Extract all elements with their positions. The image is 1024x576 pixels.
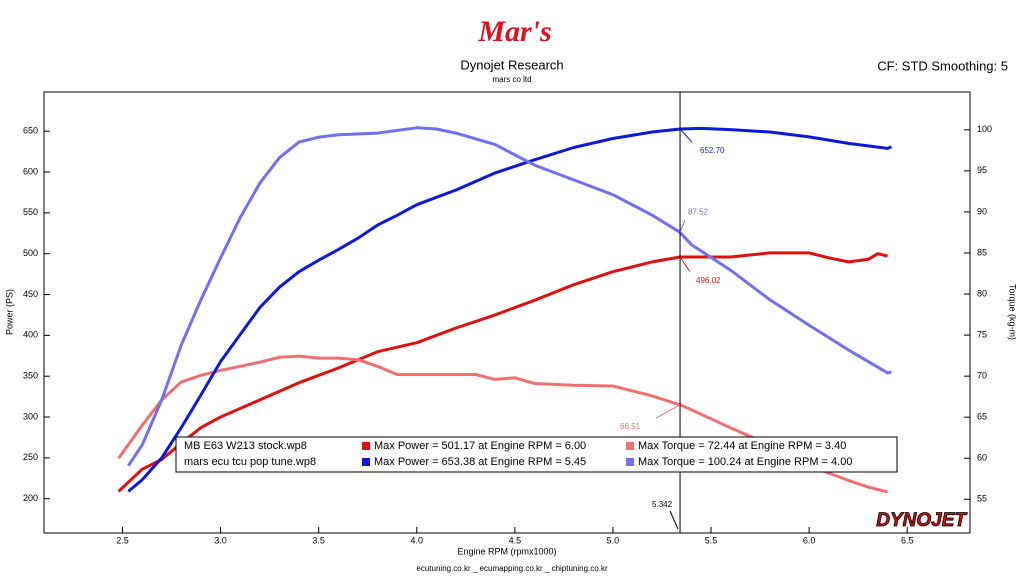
- settings-label: CF: STD Smoothing: 5: [877, 58, 1008, 73]
- y2-tick-label: 80: [977, 288, 987, 298]
- legend-swatch: [362, 458, 370, 466]
- series-line: [117, 251, 888, 493]
- y-tick-label: 650: [23, 126, 38, 136]
- y2-tick-label: 65: [977, 412, 987, 422]
- cursor-readout: 66.51: [620, 422, 641, 431]
- cursor-readout-leader: [655, 404, 681, 419]
- legend-file: mars ecu tcu pop tune.wp8: [184, 456, 316, 468]
- x-tick-label: 2.5: [116, 535, 129, 545]
- cursor-readout-leader: [679, 128, 693, 143]
- legend-swatch: [626, 458, 634, 466]
- x-tick-label: 3.5: [312, 535, 325, 545]
- cursor-label: 5.342: [652, 500, 673, 509]
- cursor-readout: 652.70: [700, 146, 725, 155]
- x-tick-label: 4.0: [410, 535, 423, 545]
- cursor-arrow: [669, 510, 679, 530]
- legend-entry: Max Torque = 72.44 at Engine RPM = 3.40: [638, 440, 846, 452]
- y-tick-label: 500: [23, 248, 38, 258]
- legend-entry: Max Power = 653.38 at Engine RPM = 5.45: [374, 456, 586, 468]
- y2-tick-label: 55: [977, 494, 987, 504]
- series-line: [127, 126, 892, 467]
- x-tick-label: 3.0: [214, 535, 227, 545]
- y-tick-label: 450: [23, 289, 38, 299]
- x-tick-label: 6.5: [901, 535, 914, 545]
- chart-subtitle: mars co ltd: [492, 75, 531, 84]
- y2-tick-label: 85: [977, 247, 987, 257]
- cursor-readout-leader: [679, 220, 686, 233]
- footer: ecutuning.co.kr _ ecumapping.co.kr _ chi…: [416, 564, 608, 573]
- y2-tick-label: 70: [977, 371, 987, 381]
- legend-swatch: [362, 442, 370, 450]
- x-axis-label: Engine RPM (rpmx1000): [457, 546, 556, 556]
- y-tick-label: 400: [23, 330, 38, 340]
- x-tick-label: 4.5: [509, 535, 522, 545]
- logo: Mar's: [477, 15, 551, 48]
- legend-swatch: [626, 442, 634, 450]
- y-tick-label: 300: [23, 411, 38, 421]
- y-tick-label: 550: [23, 207, 38, 217]
- legend-entry: Max Torque = 100.24 at Engine RPM = 4.00: [638, 456, 852, 468]
- legend-file: MB E63 W213 stock.wp8: [184, 440, 307, 452]
- legend-box: [175, 436, 898, 473]
- y2-tick-label: 60: [977, 453, 987, 463]
- cursor-readout-leader: [679, 256, 691, 272]
- series-line: [117, 354, 888, 494]
- y2-tick-label: 75: [977, 329, 987, 339]
- cursor-readout: 87.52: [688, 207, 709, 216]
- y-axis-label: Power (PS): [4, 289, 14, 335]
- x-tick-label: 5.5: [705, 535, 718, 545]
- x-tick-label: 6.0: [803, 535, 816, 545]
- y-tick-label: 600: [23, 166, 38, 176]
- axes: [44, 129, 970, 533]
- chart-title: Dynojet Research: [460, 57, 563, 72]
- y-tick-label: 350: [23, 371, 38, 381]
- legend-entry: Max Power = 501.17 at Engine RPM = 6.00: [374, 440, 586, 452]
- series-line: [127, 126, 893, 493]
- y2-tick-label: 95: [977, 165, 987, 175]
- y2-axis-label: Torque (kg-m): [1008, 284, 1018, 340]
- y2-tick-label: 100: [977, 124, 992, 134]
- cursor-readout: 496.02: [696, 276, 721, 285]
- x-tick-label: 5.0: [607, 535, 620, 545]
- brand-logo: DYNOJET: [876, 510, 967, 531]
- y2-tick-label: 90: [977, 206, 987, 216]
- y-tick-label: 250: [23, 452, 38, 462]
- y-tick-label: 200: [23, 493, 38, 503]
